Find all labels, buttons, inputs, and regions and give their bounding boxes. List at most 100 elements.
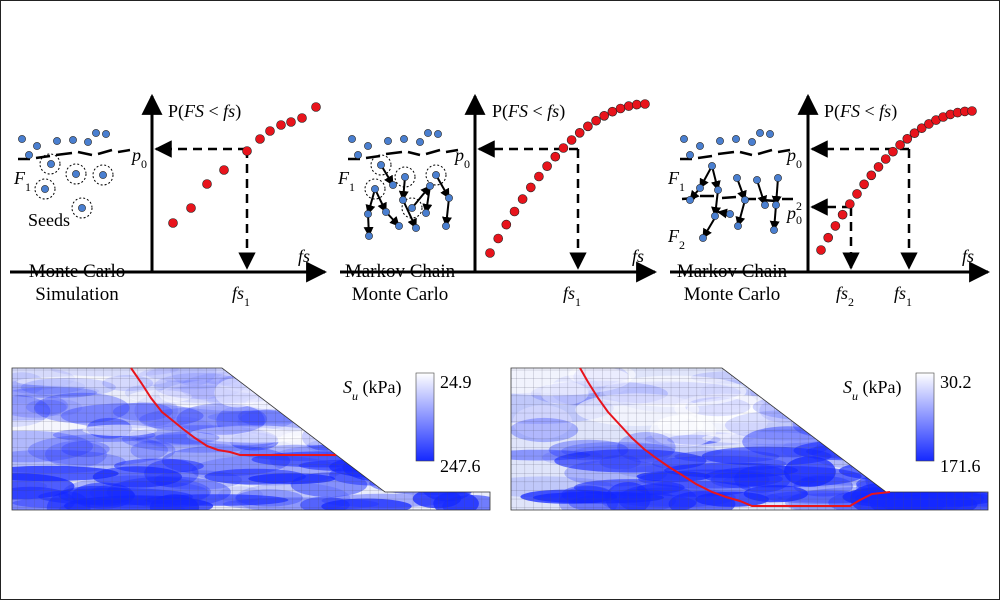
sample-point <box>726 210 734 218</box>
cdf-point <box>501 219 512 230</box>
field-patch <box>833 425 985 441</box>
sample-point <box>18 135 26 143</box>
cdf-point <box>202 179 212 189</box>
sample-point <box>47 160 55 168</box>
cdf-point <box>859 179 869 190</box>
x-axis-label: fs <box>962 246 974 266</box>
cdf-point <box>852 189 862 199</box>
slope-model-right: Su (kPa) 30.2 171.6 <box>510 367 989 511</box>
field-patch <box>841 399 967 420</box>
cdf-point <box>916 123 927 133</box>
p0-label: p0 <box>453 145 470 171</box>
cdf-point <box>242 146 252 156</box>
cdf-point <box>895 140 905 150</box>
sample-point <box>25 151 33 159</box>
sample-point <box>686 196 694 204</box>
failure-surface <box>130 367 336 456</box>
sample-point <box>84 138 92 146</box>
cdf-point <box>844 199 855 209</box>
field-patch <box>864 397 953 431</box>
cdf-point <box>525 182 536 193</box>
cdf-point <box>823 232 834 243</box>
caption-line1: Markov Chain <box>677 261 788 282</box>
sample-point <box>748 138 756 146</box>
sample-point <box>686 151 694 159</box>
sample-point <box>401 173 409 181</box>
cdf-point <box>534 171 544 182</box>
field-patch <box>826 439 924 453</box>
sample-point <box>69 136 77 144</box>
caption-line2: Monte Carlo <box>684 284 781 305</box>
cdf-point <box>574 128 585 138</box>
sample-point <box>733 174 741 182</box>
field-patch <box>318 413 421 427</box>
caption-line2: Monte Carlo <box>352 284 449 305</box>
sample-point <box>416 138 424 146</box>
field-patch <box>924 425 988 457</box>
colorbar-max: 30.2 <box>940 372 972 392</box>
cdf-points <box>485 99 650 258</box>
sample-point <box>384 137 392 145</box>
cdf-point <box>631 99 642 110</box>
cdf-point <box>168 218 178 228</box>
seeds-label: Seeds <box>28 210 70 230</box>
sample-point <box>696 184 704 192</box>
cdf-point <box>542 161 552 171</box>
sample-point <box>354 151 362 159</box>
sample-cloud <box>348 129 459 240</box>
cdf-point <box>255 134 265 144</box>
sample-point <box>102 130 110 138</box>
cdf-point <box>967 106 977 116</box>
field-patch <box>944 418 988 429</box>
x-axis-label: fs <box>632 246 644 266</box>
sample-point <box>364 210 372 218</box>
sample-point <box>389 181 397 189</box>
colorbar-max: 24.9 <box>440 372 472 392</box>
field-patch <box>780 396 863 424</box>
x-axis-label: fs <box>298 246 310 266</box>
colorbar-label: Su (kPa) <box>843 377 902 403</box>
sample-cloud <box>680 129 793 242</box>
sample-point <box>434 130 442 138</box>
cdf-point <box>888 146 898 157</box>
cdf-point <box>816 245 826 255</box>
y-axis-label: P(FS < fs) <box>168 101 241 122</box>
sample-cloud <box>18 129 131 219</box>
field-patch <box>795 402 868 415</box>
cdf-point <box>286 117 296 127</box>
p0-label: p0 <box>785 145 802 171</box>
cdf-point <box>566 135 577 145</box>
field-patch <box>262 368 307 384</box>
cdf-points <box>168 102 321 228</box>
caption-line2: Simulation <box>35 284 119 305</box>
sample-point <box>711 212 719 220</box>
field-patch <box>750 368 867 379</box>
cdf-point <box>623 101 634 111</box>
cdf-point <box>583 121 593 132</box>
cdf-point <box>558 143 569 153</box>
f2-label: F2 <box>667 226 685 252</box>
panel-mcmc-2: P(FS < fs) fs p0 p02 fs1 fs2 <box>667 93 991 309</box>
sample-point <box>412 224 420 232</box>
cdf-point <box>902 134 913 144</box>
sample-point <box>72 170 80 178</box>
sample-point <box>699 234 707 242</box>
sample-point <box>399 196 407 204</box>
cdf-point <box>866 170 877 181</box>
cdf-point <box>485 248 495 258</box>
sample-point <box>445 194 453 202</box>
cdf-point <box>873 162 884 172</box>
sample-point <box>99 171 107 179</box>
field-patch <box>349 412 394 427</box>
field-patch <box>961 435 988 446</box>
fs1-label: fs1 <box>563 283 581 309</box>
p0-label: p0 <box>130 145 147 171</box>
sample-point <box>766 130 774 138</box>
sample-point <box>41 185 49 193</box>
sample-point <box>33 142 41 150</box>
cdf-point <box>640 99 650 109</box>
sample-point <box>422 209 430 217</box>
sample-point <box>53 137 61 145</box>
panel-mcmc-1: P(FS < fs) fs p0 fs1 <box>337 93 658 309</box>
sample-point <box>696 142 704 150</box>
